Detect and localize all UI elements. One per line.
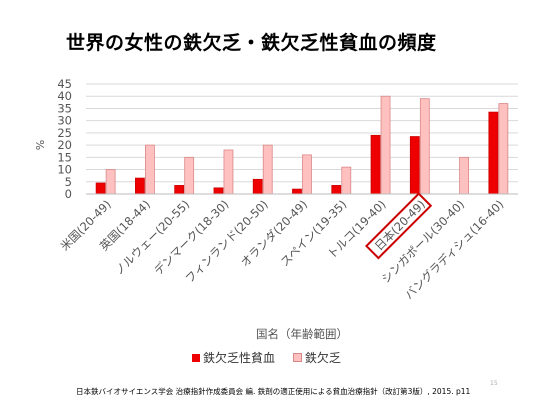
- highlight-box-japan: [365, 192, 433, 260]
- legend: 鉄欠乏性貧血 鉄欠乏: [192, 349, 355, 366]
- legend-item-anemia: 鉄欠乏性貧血: [192, 349, 275, 366]
- bar-deficiency: [380, 95, 391, 195]
- bar-deficiency: [145, 144, 155, 195]
- y-tick-label: 25: [57, 126, 72, 140]
- legend-label-deficiency: 鉄欠乏: [304, 351, 341, 365]
- bar-deficiency: [223, 149, 234, 195]
- bar-deficiency: [262, 144, 273, 195]
- x-tick-label: オランダ(20-49): [238, 197, 310, 269]
- slide-title: 世界の女性の鉄欠乏・鉄欠乏性貧血の頻度: [66, 32, 437, 54]
- legend-label-anemia: 鉄欠乏性貧血: [203, 351, 276, 365]
- y-tick-label: 0: [65, 187, 72, 201]
- bar-anemia: [292, 188, 302, 195]
- legend-swatch-deficiency: [292, 353, 302, 362]
- bar-deficiency: [105, 169, 116, 195]
- legend-item-deficiency: 鉄欠乏: [292, 349, 341, 366]
- x-axis-label: 国名（年齢範囲）: [256, 327, 348, 341]
- bar-deficiency: [498, 103, 509, 195]
- bar-deficiency: [459, 156, 469, 195]
- y-tick-label: 15: [57, 150, 72, 164]
- y-tick-label: 5: [65, 175, 72, 189]
- y-tick-label: 40: [57, 89, 72, 103]
- bar-deficiency: [184, 156, 195, 195]
- bar-deficiency: [341, 166, 352, 195]
- y-tick-label: 35: [57, 101, 72, 115]
- y-tick-label: 10: [57, 163, 72, 177]
- y-tick-label: 20: [57, 138, 72, 152]
- bar-anemia: [370, 134, 381, 195]
- source-citation: 日本鉄バイオサイエンス学会 治療指針作成委員会 編. 鉄剤の適正使用による貧血治…: [76, 387, 471, 396]
- gridlines: [86, 83, 518, 183]
- y-tick-label: 30: [57, 114, 72, 128]
- y-tick-label: 45: [57, 77, 72, 91]
- bar-anemia: [409, 136, 420, 195]
- bar-deficiency: [419, 98, 430, 195]
- x-axis-ticks: 米国(20-49)英国(18-44)ノルウェー(20-55)デンマーク(18-3…: [58, 197, 507, 302]
- bar-anemia: [95, 182, 106, 195]
- bar-deficiency: [302, 154, 312, 195]
- bar-anemia: [488, 111, 499, 195]
- bar-anemia: [331, 185, 342, 195]
- bar-anemia: [213, 187, 224, 195]
- page-number: 15: [490, 380, 498, 387]
- bar-anemia: [135, 177, 145, 195]
- bar-anemia: [174, 185, 185, 195]
- legend-swatch-anemia: [192, 354, 200, 362]
- bar-anemia: [252, 178, 263, 195]
- y-axis-label: %: [34, 140, 47, 150]
